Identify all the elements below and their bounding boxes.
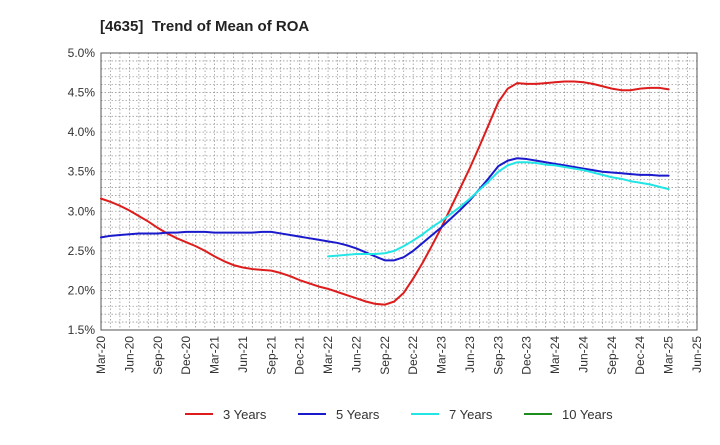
series-line-7-years <box>327 161 670 258</box>
chart-title: [4635] Trend of Mean of ROA <box>100 18 309 35</box>
series-layer <box>100 80 670 306</box>
x-tick-label: Sep-24 <box>605 336 619 375</box>
x-tick-label: Mar-24 <box>548 336 562 374</box>
x-tick-label: Sep-22 <box>378 336 392 375</box>
y-tick-label: 5.0% <box>68 46 96 60</box>
x-tick-label: Mar-21 <box>208 336 222 374</box>
x-tick-label: Mar-25 <box>662 336 676 374</box>
x-tick-label: Jun-22 <box>349 336 363 373</box>
x-tick-label: Dec-22 <box>406 336 420 375</box>
x-tick-label: Jun-24 <box>576 336 590 373</box>
x-tick-label: Sep-21 <box>264 336 278 375</box>
y-tick-label: 2.0% <box>68 283 96 297</box>
x-tick-label: Dec-23 <box>520 336 534 375</box>
x-tick-label: Mar-20 <box>94 336 108 374</box>
grid-layer <box>101 53 697 330</box>
y-tick-label: 3.0% <box>68 204 96 218</box>
y-tick-label: 3.5% <box>68 165 96 179</box>
legend-label-5-years: 5 Years <box>336 407 380 422</box>
y-tick-label: 4.5% <box>68 86 96 100</box>
plot-background <box>101 53 697 330</box>
axis-layer: 1.5% 2.0% 2.5% 3.0% 3.5% 4.0% 4.5% 5.0% Mar-20 Ju… <box>68 46 704 375</box>
y-tick-label: 4.0% <box>68 125 96 139</box>
x-tick-label: Dec-20 <box>179 336 193 375</box>
series-line-5-years <box>100 157 670 262</box>
y-tick-label: 2.5% <box>68 244 96 258</box>
y-tick-label: 1.5% <box>68 323 96 337</box>
legend-label-7-years: 7 Years <box>449 407 493 422</box>
x-tick-label: Mar-22 <box>321 336 335 374</box>
plot-border <box>100 52 698 331</box>
x-tick-label: Sep-23 <box>491 336 505 375</box>
x-tick-label: Dec-24 <box>633 336 647 375</box>
x-tick-label: Jun-21 <box>236 336 250 373</box>
x-tick-label: Dec-21 <box>293 336 307 375</box>
x-tick-label: Jun-23 <box>463 336 477 373</box>
x-tick-label: Jun-20 <box>122 336 136 373</box>
x-tick-label: Mar-23 <box>435 336 449 374</box>
x-tick-label: Jun-25 <box>690 336 704 373</box>
legend-label-10-years: 10 Years <box>562 407 613 422</box>
legend-label-3-years: 3 Years <box>223 407 267 422</box>
x-tick-label: Sep-20 <box>151 336 165 375</box>
legend: 3 Years 5 Years 7 Years 10 Years <box>185 407 613 422</box>
series-line-3-years <box>100 80 670 306</box>
